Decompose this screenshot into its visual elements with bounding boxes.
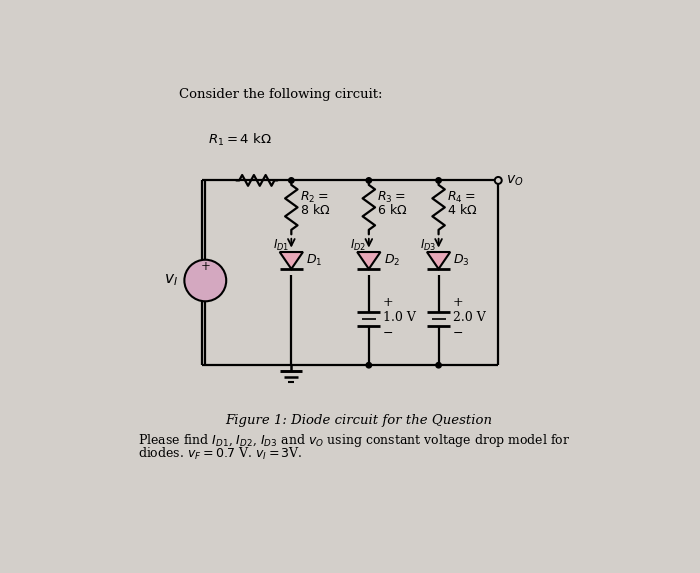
Text: $I_{D2}$: $I_{D2}$ <box>350 238 367 253</box>
Text: $v_I$: $v_I$ <box>164 273 178 288</box>
Circle shape <box>436 178 441 183</box>
Circle shape <box>366 363 372 368</box>
Circle shape <box>495 177 502 184</box>
Circle shape <box>436 363 441 368</box>
Text: $4\ \mathrm{k\Omega}$: $4\ \mathrm{k\Omega}$ <box>447 203 477 217</box>
Circle shape <box>184 260 226 301</box>
Text: $I_{D1}$: $I_{D1}$ <box>273 238 289 253</box>
Text: diodes. $v_F = 0.7$ V. $v_I = 3$V.: diodes. $v_F = 0.7$ V. $v_I = 3$V. <box>138 446 302 462</box>
Text: $R_1 = 4\ \mathrm{k\Omega}$: $R_1 = 4\ \mathrm{k\Omega}$ <box>208 132 272 148</box>
Polygon shape <box>280 252 303 269</box>
Text: $6\ \mathrm{k\Omega}$: $6\ \mathrm{k\Omega}$ <box>377 203 407 217</box>
Circle shape <box>366 178 372 183</box>
Polygon shape <box>427 252 450 269</box>
Text: $R_3 =$: $R_3 =$ <box>377 190 405 205</box>
Text: +: + <box>200 260 210 273</box>
Text: $v_O$: $v_O$ <box>506 173 524 187</box>
Text: Figure 1: Diode circuit for the Question: Figure 1: Diode circuit for the Question <box>225 414 492 427</box>
Text: +: + <box>452 296 463 309</box>
Text: $D_2$: $D_2$ <box>384 253 400 268</box>
Polygon shape <box>357 252 381 269</box>
Text: $D_1$: $D_1$ <box>306 253 323 268</box>
Circle shape <box>288 178 294 183</box>
Text: $R_2 =$: $R_2 =$ <box>300 190 328 205</box>
Text: 2.0 V: 2.0 V <box>452 311 485 324</box>
Text: +: + <box>383 296 393 309</box>
Text: $I_{D3}$: $I_{D3}$ <box>420 238 436 253</box>
Text: 1.0 V: 1.0 V <box>383 311 416 324</box>
Text: Please find $I_{D1}$, $I_{D2}$, $I_{D3}$ and $v_O$ using constant voltage drop m: Please find $I_{D1}$, $I_{D2}$, $I_{D3}$… <box>138 432 570 449</box>
Text: −: − <box>452 327 463 340</box>
Text: $8\ \mathrm{k\Omega}$: $8\ \mathrm{k\Omega}$ <box>300 203 330 217</box>
Text: $D_3$: $D_3$ <box>454 253 470 268</box>
Text: Consider the following circuit:: Consider the following circuit: <box>179 88 382 101</box>
Text: −: − <box>383 327 393 340</box>
Text: $R_4 =$: $R_4 =$ <box>447 190 475 205</box>
